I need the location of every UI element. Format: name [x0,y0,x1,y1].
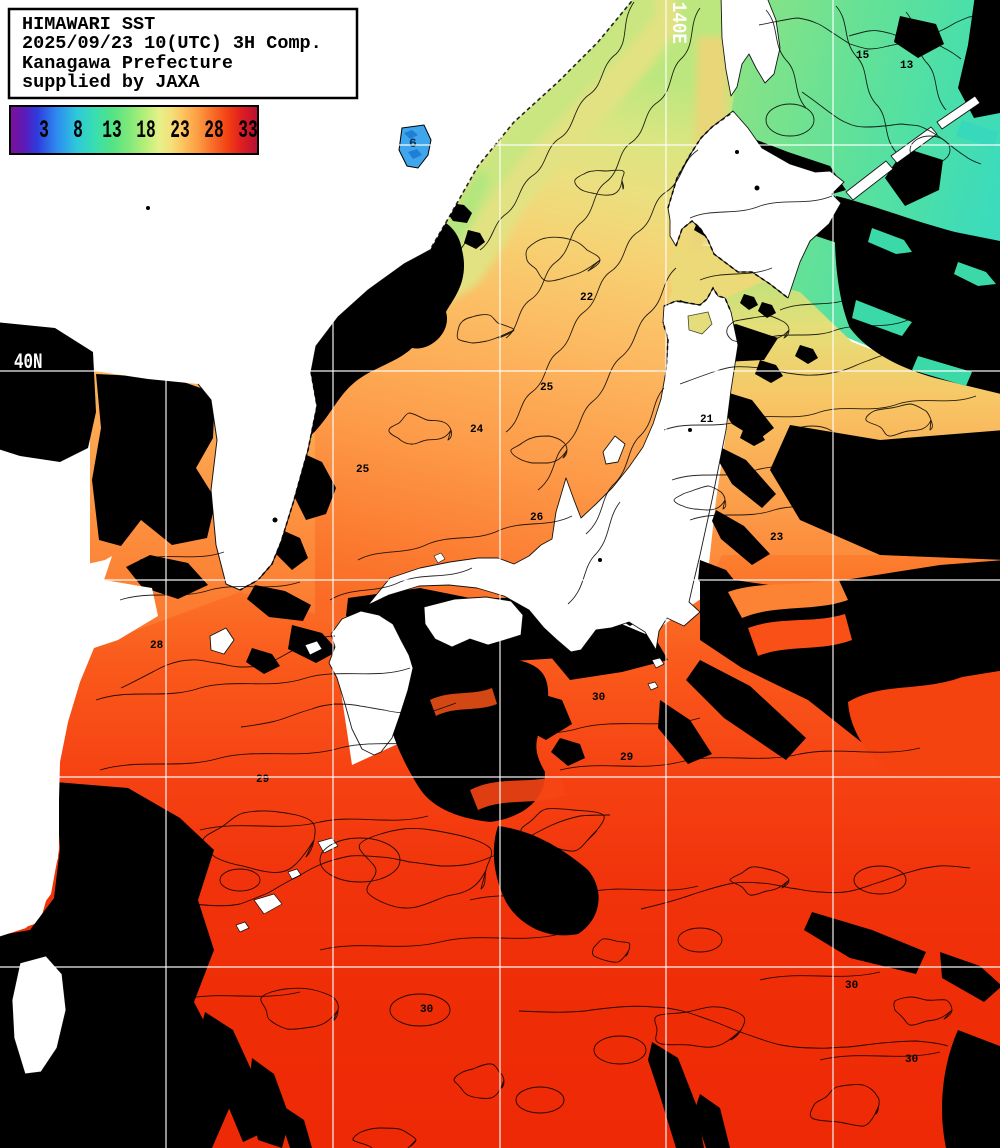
svg-text:25: 25 [356,464,370,476]
svg-text:30: 30 [592,692,605,704]
svg-text:23: 23 [170,117,190,145]
svg-text:140E: 140E [667,2,690,44]
svg-text:22: 22 [580,292,593,304]
svg-text:21: 21 [700,414,714,426]
svg-text:2025/09/23 10(UTC) 3H Comp.: 2025/09/23 10(UTC) 3H Comp. [22,33,322,54]
svg-text:25: 25 [540,382,554,394]
svg-text:28: 28 [150,640,164,652]
svg-text:18: 18 [136,117,156,145]
svg-text:8: 8 [73,117,83,145]
svg-text:Kanagawa Prefecture: Kanagawa Prefecture [22,53,233,74]
svg-text:23: 23 [770,532,784,544]
svg-text:6: 6 [409,136,417,151]
svg-text:28: 28 [204,117,224,145]
svg-text:30: 30 [420,1004,433,1016]
svg-text:30: 30 [845,980,858,992]
svg-text:15: 15 [856,50,870,62]
svg-text:40N: 40N [14,350,43,375]
svg-text:HIMAWARI SST: HIMAWARI SST [22,14,155,35]
svg-text:24: 24 [470,424,484,436]
svg-text:33: 33 [238,117,258,145]
svg-text:13: 13 [900,60,914,72]
svg-text:3: 3 [39,117,49,145]
svg-text:13: 13 [102,117,122,145]
svg-text:29: 29 [620,752,633,764]
svg-text:supplied by JAXA: supplied by JAXA [22,72,201,93]
svg-text:26: 26 [530,512,543,524]
svg-text:29: 29 [256,774,269,786]
svg-text:30: 30 [905,1054,918,1066]
